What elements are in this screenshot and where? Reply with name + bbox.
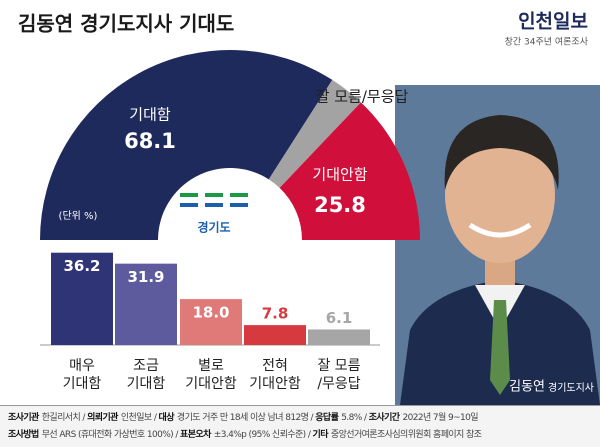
- segment-value: 68.1: [124, 129, 176, 153]
- x-tick-label: 기대함: [63, 376, 102, 392]
- footer-text: 5.8%: [341, 413, 362, 423]
- x-tick-label: 기대함: [127, 376, 166, 392]
- footer: 조사기관 한길리서치 / 의뢰기관 인천일보 / 대상 경기도 거주 만 18세 이상…: [0, 405, 600, 447]
- bar-value: 18.0: [192, 304, 229, 322]
- footer-label: 조사기관: [8, 413, 39, 423]
- brand-sub: 창간 34주년 여론조사: [505, 36, 589, 48]
- x-tick-label: /무응답: [317, 376, 360, 392]
- bar-value: 6.1: [326, 309, 353, 327]
- footer-label: 기타: [312, 430, 329, 440]
- unit-note: (단위 %): [59, 209, 98, 222]
- bar: [115, 263, 177, 345]
- footer-text: 경기도 거주 만 18세 이상 남녀 812명: [176, 413, 309, 423]
- brand: 인천일보: [518, 11, 588, 33]
- footer-label: 응답률: [315, 413, 339, 423]
- x-tick-label: 조금: [133, 358, 159, 374]
- footer-text: ±3.4%p (95% 신뢰수준): [213, 430, 306, 440]
- footer-line: 조사기관 한길리서치 / 의뢰기관 인천일보 / 대상 경기도 거주 만 18세 이상…: [8, 413, 479, 423]
- bar: [308, 329, 370, 345]
- footer-text: 무선 ARS (휴대전화 가상번호 100%): [41, 430, 174, 440]
- bar-value: 7.8: [262, 305, 289, 323]
- bar: [51, 252, 113, 345]
- footer-line: 조사방법 무선 ARS (휴대전화 가상번호 100%) / 표본오차 ±3.4%p…: [8, 430, 482, 440]
- x-tick-label: 전혀: [262, 358, 288, 374]
- donut-segment: [279, 102, 420, 240]
- bar: [180, 299, 242, 345]
- segment-label: 잘 모름/무응답: [316, 88, 409, 106]
- segment-label: 기대함: [129, 106, 171, 124]
- footer-label: 대상: [158, 413, 175, 423]
- bar-value: 36.2: [63, 257, 100, 275]
- title: 김동연 경기도지사 기대도: [18, 12, 234, 36]
- donut-segment: [268, 79, 361, 188]
- center-label: 경기도: [197, 220, 230, 235]
- gg-logo: [180, 193, 248, 207]
- x-tick-label: 매우: [69, 358, 95, 374]
- photo-role: 경기도지사: [548, 381, 594, 394]
- bar: [244, 325, 306, 345]
- portrait: [400, 115, 600, 405]
- footer-label: 조사방법: [8, 430, 39, 440]
- donut-segment: [40, 49, 333, 240]
- footer-text: 한길리서치: [41, 413, 81, 423]
- chart: 김동연 경기도지사 기대도 인천일보 창간 34주년 여론조사 김동연 경기도지…: [18, 11, 600, 405]
- footer-label: 조사기간: [368, 413, 400, 423]
- x-tick-label: 기대안함: [249, 376, 301, 392]
- footer-text: 2022년 7월 9~10일: [402, 413, 478, 423]
- footer-label: 의뢰기관: [87, 413, 118, 423]
- footer-text: 인천일보: [120, 413, 152, 423]
- segment-label: 기대안함: [312, 166, 367, 184]
- bar-value: 31.9: [127, 268, 164, 286]
- x-tick-label: 기대안함: [185, 376, 237, 392]
- footer-label: 표본오차: [180, 430, 211, 440]
- segment-value: 25.8: [314, 193, 366, 217]
- footer-text: 중앙선거여론조사심의위원회 홈페이지 참조: [330, 430, 482, 440]
- x-tick-label: 별로: [198, 358, 224, 374]
- x-tick-label: 잘 모름: [317, 358, 360, 374]
- photo-name: 김동연: [509, 380, 545, 395]
